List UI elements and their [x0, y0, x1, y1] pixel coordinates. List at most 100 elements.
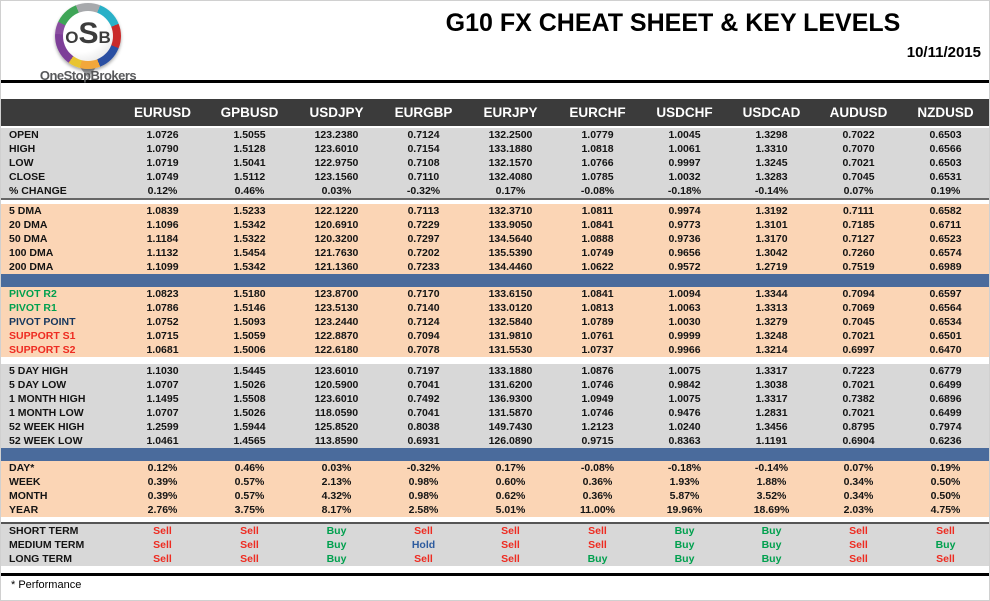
cell: 1.0681 [146, 344, 179, 356]
cell: 1.3317 [755, 365, 788, 377]
cell: 1.5508 [233, 393, 266, 405]
column-header-cell: USDJPY [309, 105, 364, 120]
cell: 1.0075 [668, 365, 701, 377]
cell: 0.7140 [407, 302, 440, 314]
cell: 0.6499 [929, 407, 962, 419]
cell: 0.6523 [929, 233, 962, 245]
row-label: 52 WEEK LOW [9, 435, 83, 447]
cell: 1.0746 [581, 407, 614, 419]
column-header-cell: USDCHF [656, 105, 713, 120]
cell: 132.4080 [488, 171, 533, 183]
cell: 1.1495 [146, 393, 179, 405]
cell: 1.3170 [755, 233, 788, 245]
cell: 1.5112 [233, 171, 266, 183]
cell: 0.39% [147, 490, 178, 502]
cell: 1.0726 [146, 129, 179, 141]
cell: 0.9656 [668, 247, 701, 259]
column-header-cell: USDCAD [742, 105, 801, 120]
cell: 0.39% [147, 476, 178, 488]
table-row: MONTH 0.39% 0.57% 4.32% 0.98% 0.62% 0.36% 5.87%… [1, 489, 989, 503]
cell: 133.1880 [488, 365, 533, 377]
cell: Sell [501, 539, 520, 551]
cell: 0.7202 [407, 247, 440, 259]
row-label: 5 DAY HIGH [9, 365, 68, 377]
page-title: G10 FX CHEAT SHEET & KEY LEVELS [445, 9, 901, 37]
report-date: 10/11/2015 [906, 44, 981, 61]
table-row: OPEN 1.0726 1.5055 123.2380 0.7124 132.2500 1.… [1, 128, 989, 142]
cell: Sell [153, 539, 172, 551]
table-row: 52 WEEK HIGH 1.2599 1.5944 125.8520 0.8038 14… [1, 420, 989, 434]
cell: 122.8870 [314, 330, 359, 342]
cell: 125.8520 [314, 421, 359, 433]
cell: Sell [936, 553, 955, 565]
cell: 0.7094 [842, 288, 875, 300]
cell: 0.7078 [407, 344, 440, 356]
cell: 0.6470 [929, 344, 962, 356]
cell: 0.8038 [407, 421, 440, 433]
table-row: SUPPORT S1 1.0715 1.5059 122.8870 0.7094 131.… [1, 329, 989, 343]
cell: 0.60% [495, 476, 526, 488]
cell: 0.7223 [842, 365, 875, 377]
cell: 0.6904 [842, 435, 875, 447]
cell: 0.03% [321, 185, 352, 197]
cell: 1.0761 [581, 330, 614, 342]
cell: 0.6931 [407, 435, 440, 447]
cell: 1.0746 [581, 379, 614, 391]
cell: 0.7108 [407, 157, 440, 169]
row-label: OPEN [9, 129, 39, 141]
cell: 120.5900 [314, 379, 359, 391]
table-row: DAY* 0.12% 0.46% 0.03% -0.32% 0.17% -0.08% -0.1… [1, 461, 989, 475]
cell: 0.6566 [929, 143, 962, 155]
cell: 11.00% [579, 504, 616, 516]
cell: 132.1570 [488, 157, 533, 169]
row-label: 100 DMA [9, 247, 54, 259]
cell: 0.7382 [842, 393, 875, 405]
cell: 5.87% [669, 490, 700, 502]
cell: 1.0063 [668, 302, 701, 314]
cell: -0.18% [667, 462, 702, 474]
cell: Buy [326, 553, 347, 565]
cell: 0.9999 [668, 330, 701, 342]
cell: 18.69% [753, 504, 790, 516]
cell: 1.5006 [233, 344, 266, 356]
cell: Buy [326, 525, 347, 537]
table-row: 5 DAY LOW 1.0707 1.5026 120.5900 0.7041 131.6… [1, 378, 989, 392]
cell: 0.36% [582, 476, 613, 488]
cell: 0.07% [843, 462, 874, 474]
row-label: PIVOT R2 [9, 288, 57, 300]
cell: 0.7021 [842, 379, 875, 391]
row-label: LOW [9, 157, 34, 169]
cell: 0.6997 [842, 344, 875, 356]
column-header-cell: EURUSD [133, 105, 191, 120]
cell: 1.88% [756, 476, 787, 488]
cell: 1.1132 [146, 247, 179, 259]
cell: 2.03% [843, 504, 874, 516]
cell: 122.6180 [314, 344, 359, 356]
table-row: 20 DMA 1.1096 1.5342 120.6910 0.7229 133.9050… [1, 218, 989, 232]
cell: 1.3310 [755, 143, 788, 155]
cell: 1.0094 [668, 288, 701, 300]
cell: 133.0120 [488, 302, 533, 314]
cell: 5.01% [495, 504, 526, 516]
cell: 3.75% [234, 504, 265, 516]
table-row: 1 MONTH HIGH 1.1495 1.5508 123.6010 0.7492 13… [1, 392, 989, 406]
cell: 131.5530 [488, 344, 533, 356]
cell: 1.0707 [146, 379, 179, 391]
cell: Sell [936, 525, 955, 537]
cell: 123.1560 [314, 171, 359, 183]
cell: 123.6010 [314, 365, 359, 377]
cell: 1.0790 [146, 143, 179, 155]
cell: Sell [588, 525, 607, 537]
logo-letter: S [78, 17, 99, 50]
cell: Sell [588, 539, 607, 551]
cell: 1.4565 [233, 435, 266, 447]
cell: 0.7041 [407, 379, 440, 391]
row-label: 5 DAY LOW [9, 379, 67, 391]
fx-table: EURUSD GPBUSD USDJPY EURGBP EURJPY EURCHF USDC… [1, 99, 989, 566]
cell: 0.17% [495, 185, 526, 197]
row-label: % CHANGE [9, 185, 67, 197]
cell: 123.5130 [314, 302, 359, 314]
cell: 0.50% [930, 490, 961, 502]
cell: 1.2831 [755, 407, 788, 419]
